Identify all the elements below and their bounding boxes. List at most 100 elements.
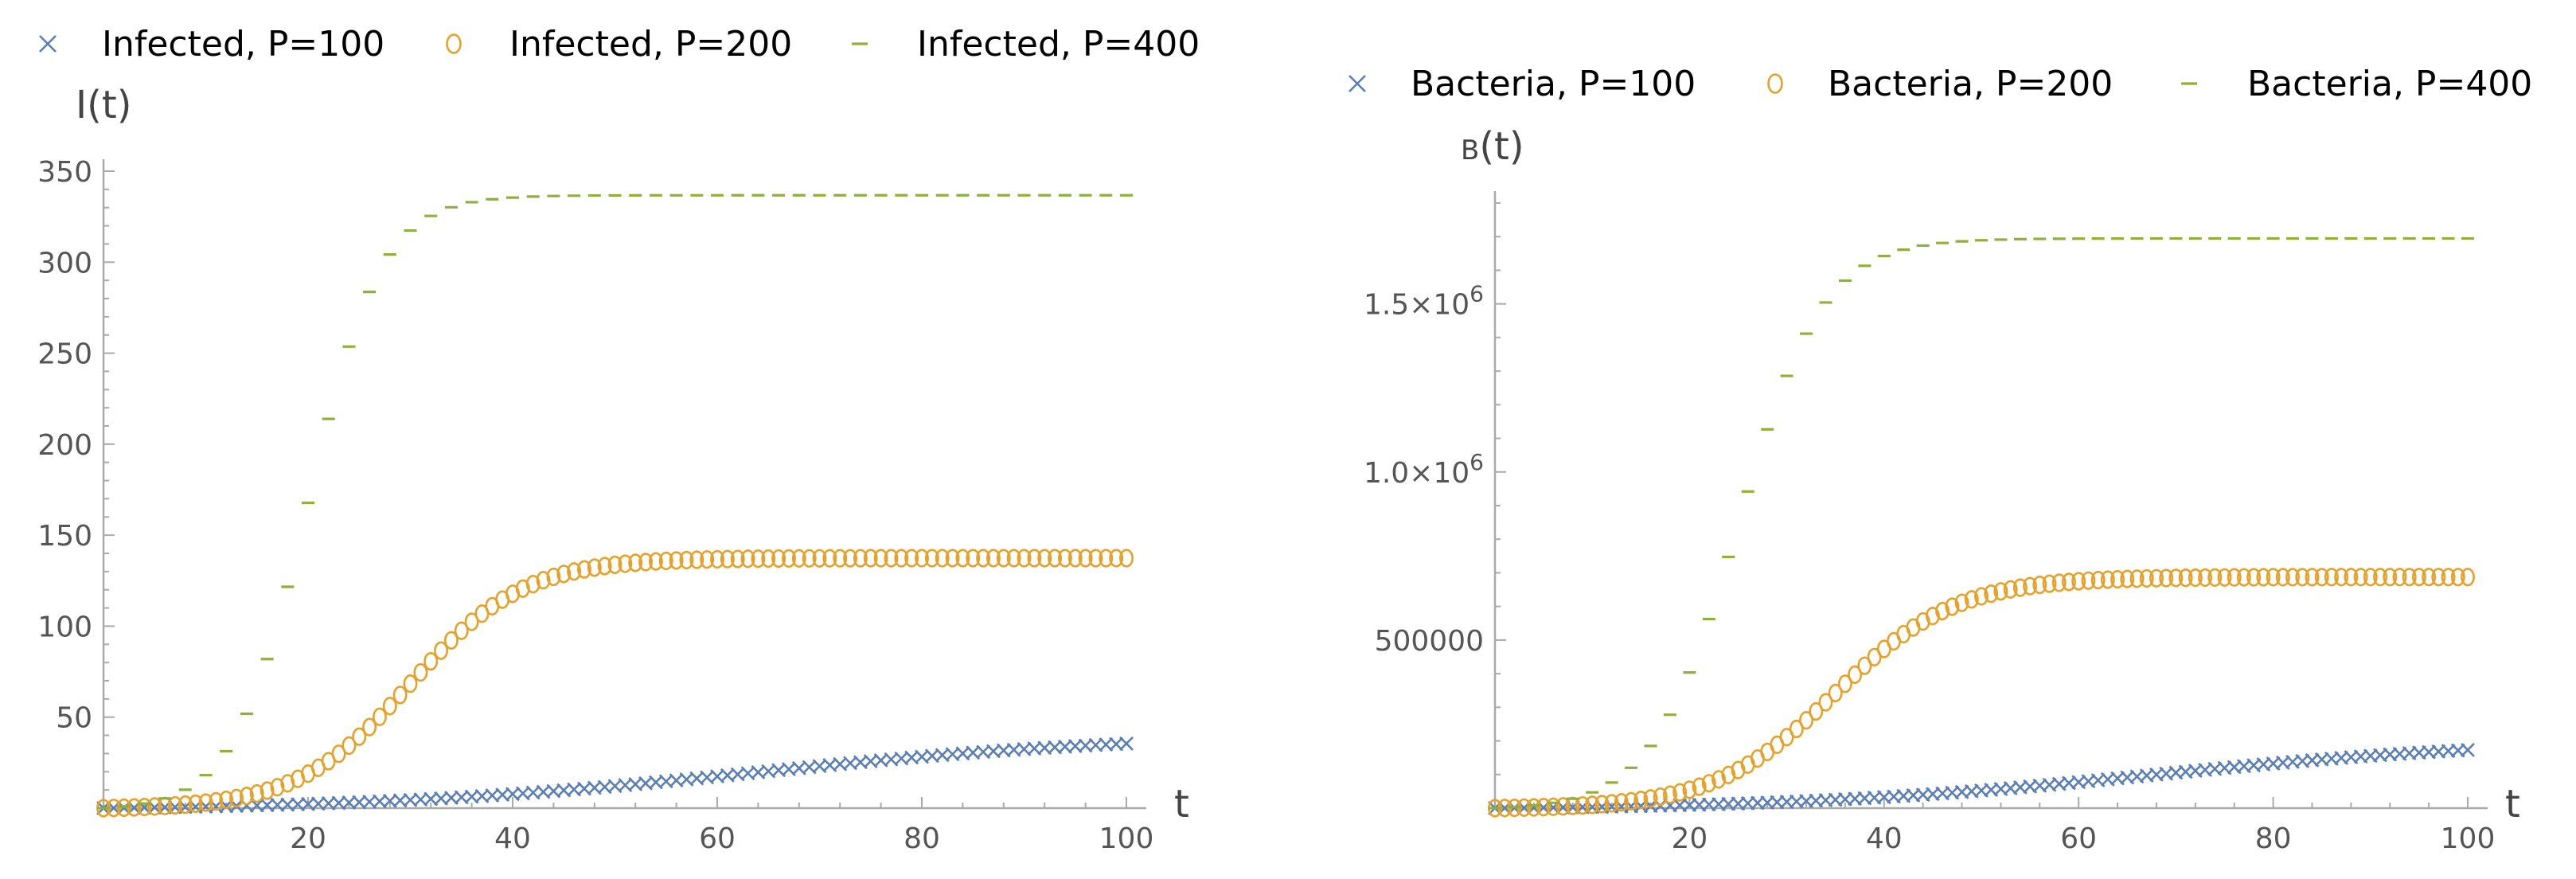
data-point [618, 554, 633, 573]
data-point [2441, 568, 2456, 587]
data-point [2383, 568, 2398, 587]
data-point [1711, 770, 1727, 789]
data-point [935, 549, 950, 568]
data-point [996, 549, 1011, 568]
data-point [1993, 582, 2008, 601]
data-point [2217, 568, 2232, 587]
data-point [1099, 549, 1114, 568]
data-point [976, 549, 991, 568]
data-point [2363, 568, 2378, 587]
y-tick-label: 100 [37, 611, 92, 643]
data-point [260, 781, 275, 800]
data-point [1119, 549, 1134, 568]
data-point [1692, 777, 1707, 796]
data-point [802, 549, 817, 568]
data-point [1964, 590, 1979, 609]
data-point [1828, 683, 1843, 703]
data-point [352, 727, 367, 746]
data-point [1945, 597, 1960, 616]
y-tick-label: 50 [56, 702, 92, 735]
data-point [2129, 569, 2145, 588]
data-point [2334, 568, 2349, 587]
data-point [853, 549, 868, 568]
data-point [2461, 568, 2475, 587]
data-point [915, 549, 929, 568]
bacteria-chart: Bacteria, P=100 Bacteria, P=200 Bacteria, … [1348, 64, 2532, 855]
y-tick-label: 250 [37, 338, 92, 371]
data-point [2168, 568, 2184, 588]
data-point [2081, 571, 2096, 590]
data-point [1594, 795, 1610, 814]
x-tick-label: 100 [2441, 822, 2496, 855]
data-point [2344, 568, 2359, 587]
data-point [168, 795, 182, 815]
data-point [413, 662, 428, 682]
data-point [751, 549, 766, 568]
legend-marker-icon [446, 33, 462, 54]
data-point [628, 553, 643, 572]
data-point [1526, 798, 1541, 817]
data-point [1809, 701, 1824, 721]
data-point [2422, 568, 2437, 587]
data-point [342, 736, 357, 756]
x-tick-label: 60 [699, 822, 736, 855]
data-point [525, 574, 541, 594]
data-point [2062, 572, 2076, 592]
data-point [648, 552, 663, 571]
data-point [2266, 568, 2281, 587]
data-point [812, 549, 827, 568]
data-point [689, 550, 704, 569]
data-point [873, 549, 888, 568]
y-tick-label: 1.0×106 [1364, 449, 1484, 490]
data-point [2032, 575, 2047, 595]
data-point [178, 795, 193, 815]
data-point [536, 571, 551, 590]
data-point [1925, 607, 1940, 626]
data-point [833, 549, 848, 568]
data-point [198, 793, 213, 812]
legend-label: Bacteria, P=200 [1828, 64, 2113, 104]
data-point [2392, 568, 2407, 587]
data-point [607, 555, 623, 575]
data-point [2139, 568, 2154, 588]
series-infected-p-400 [97, 193, 1133, 810]
data-point [791, 549, 806, 568]
data-point [2246, 568, 2262, 587]
data-point [1057, 549, 1072, 568]
infected-chart: Infected, P=100 Infected, P=200 Infected, … [37, 24, 1200, 855]
y-axis-title: I(t) [76, 83, 131, 127]
legend-label: Bacteria, P=100 [1411, 64, 1696, 104]
data-point [2198, 568, 2213, 588]
y-tick-label: 200 [37, 429, 92, 462]
data-point [730, 549, 745, 568]
legend-label: Infected, P=200 [509, 24, 792, 64]
data-point [669, 551, 684, 570]
data-point [1546, 797, 1561, 816]
data-point [1633, 791, 1649, 810]
data-point [658, 551, 673, 571]
legend-marker-icon [1348, 75, 1366, 92]
x-axis-title: t [1174, 782, 1189, 826]
data-point [2090, 570, 2106, 590]
data-point [1048, 549, 1063, 568]
data-point [587, 558, 602, 577]
data-point [2275, 568, 2290, 587]
data-point [1701, 774, 1716, 793]
x-tick-label: 80 [904, 822, 940, 855]
data-point [2110, 569, 2125, 589]
data-point [147, 797, 162, 816]
data-point [843, 549, 858, 568]
data-point [740, 549, 755, 568]
data-point [2207, 568, 2223, 587]
data-point [229, 788, 244, 807]
data-point [2100, 570, 2115, 589]
data-point [219, 790, 234, 810]
x-tick-label: 100 [1099, 822, 1154, 855]
data-point [710, 549, 724, 569]
data-point [1935, 601, 1950, 621]
x-tick-label: 80 [2255, 822, 2292, 855]
y-tick-label: 350 [37, 156, 92, 189]
data-point [679, 550, 694, 570]
data-point [1799, 711, 1813, 730]
data-point [1088, 549, 1103, 568]
